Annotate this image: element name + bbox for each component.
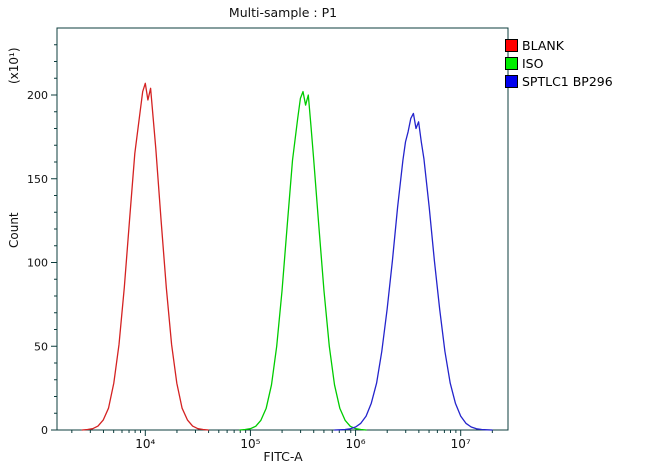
svg-text:10⁵: 10⁵ [240, 437, 260, 451]
legend: BLANK ISO SPTLC1 BP296 [505, 38, 613, 89]
legend-swatch-blank [505, 39, 518, 52]
svg-text:150: 150 [27, 173, 48, 186]
legend-label-iso: ISO [522, 56, 544, 71]
svg-text:100: 100 [27, 257, 48, 270]
svg-text:0: 0 [41, 424, 48, 437]
legend-item-iso: ISO [505, 56, 613, 71]
svg-text:10⁴: 10⁴ [135, 437, 155, 451]
legend-label-blank: BLANK [522, 38, 564, 53]
y-axis-label: Count [7, 212, 21, 248]
x-axis-label: FITC-A [263, 449, 303, 464]
legend-label-sptlc1: SPTLC1 BP296 [522, 74, 613, 89]
svg-text:10⁷: 10⁷ [451, 437, 471, 451]
y-axis-multiplier-label: (x10¹) [7, 47, 21, 84]
legend-item-blank: BLANK [505, 38, 613, 53]
svg-text:200: 200 [27, 89, 48, 102]
svg-text:10⁶: 10⁶ [346, 437, 366, 451]
chart-title: Multi-sample : P1 [228, 5, 338, 20]
legend-swatch-sptlc1 [505, 75, 518, 88]
svg-text:50: 50 [34, 340, 48, 353]
legend-item-sptlc1: SPTLC1 BP296 [505, 74, 613, 89]
legend-swatch-iso [505, 57, 518, 70]
